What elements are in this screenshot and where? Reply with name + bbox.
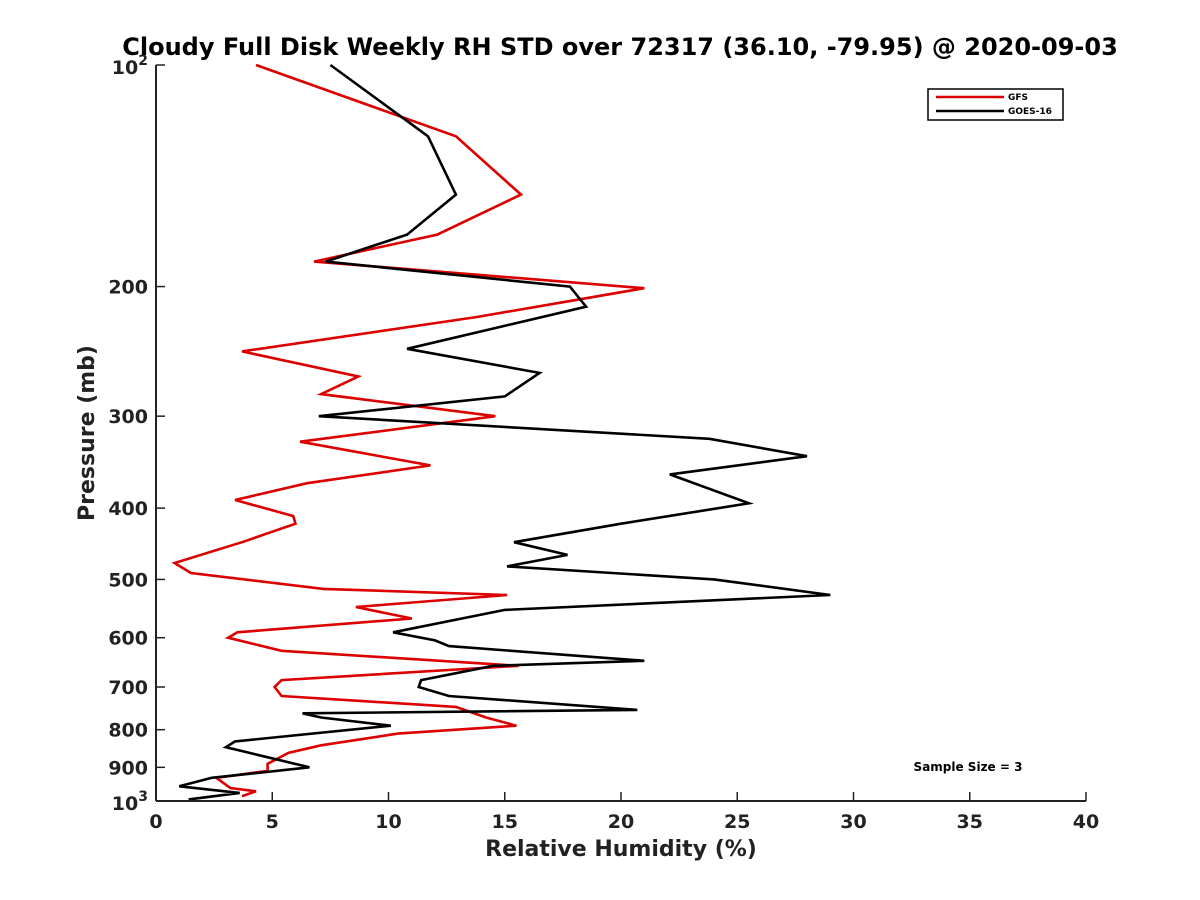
x-tick-label: 20 — [608, 811, 634, 833]
x-tick-label: 40 — [1073, 811, 1099, 833]
y-tick-label: 300 — [108, 406, 148, 428]
x-tick-label: 0 — [149, 811, 162, 833]
y-tick-label: 200 — [108, 277, 148, 299]
y-ticks: 102 200 300 400 500 600 700 800 900 103 — [108, 53, 165, 815]
legend-box — [927, 88, 1064, 121]
y-tick-label: 500 — [108, 569, 148, 591]
series-line-goes-16 — [178, 63, 831, 801]
x-tick-label: 5 — [266, 811, 279, 833]
y-tick-label: 103 — [112, 789, 148, 815]
series-layer — [171, 63, 831, 801]
series-line-gfs — [171, 63, 645, 798]
y-tick-label: 800 — [108, 720, 148, 742]
y-tick-label: 102 — [112, 53, 148, 79]
x-tick-label: 10 — [375, 811, 401, 833]
y-axis-label: Pressure (mb) — [75, 345, 100, 521]
legend-label-gfs: GFS — [1008, 93, 1028, 103]
y-tick-label: 400 — [108, 498, 148, 520]
x-tick-label: 35 — [957, 811, 983, 833]
x-tick-label: 25 — [724, 811, 750, 833]
x-axis-label: Relative Humidity (%) — [485, 837, 757, 862]
chart-title: Cloudy Full Disk Weekly RH STD over 7231… — [122, 33, 1118, 61]
x-ticks: 0 5 10 15 20 25 30 35 40 — [149, 792, 1099, 833]
sample-size-annotation: Sample Size = 3 — [914, 760, 1023, 774]
x-tick-label: 30 — [840, 811, 866, 833]
legend-label-goes-16: GOES-16 — [1008, 107, 1052, 117]
y-tick-label: 600 — [108, 628, 148, 650]
x-tick-label: 15 — [492, 811, 518, 833]
y-tick-label: 700 — [108, 677, 148, 699]
y-tick-label: 900 — [108, 757, 148, 779]
legend: GFS GOES-16 — [927, 88, 1064, 121]
